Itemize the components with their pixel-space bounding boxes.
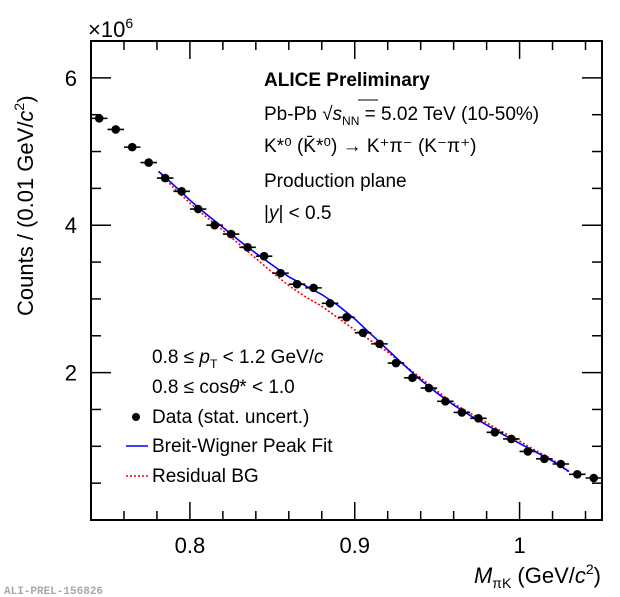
data-point-marker [292, 279, 302, 289]
data-point-marker [556, 459, 566, 469]
data-point-marker [94, 114, 104, 123]
y-tick-label: 2 [65, 361, 77, 386]
data-point [371, 339, 388, 349]
legend-label-fit: Breit-Wigner Peak Fit [152, 436, 333, 457]
data-point [140, 158, 157, 167]
data-point [123, 142, 141, 152]
data-point [173, 187, 190, 196]
data-point-marker [457, 408, 467, 417]
data-point [189, 204, 207, 214]
data-point-marker [193, 204, 203, 214]
x-tick-label: 0.8 [175, 533, 206, 558]
data-point [338, 313, 355, 322]
data-point [239, 243, 256, 252]
data-point-marker [441, 397, 450, 406]
data-point [486, 428, 504, 437]
data-point [420, 383, 438, 393]
data-point-marker [523, 447, 533, 456]
legend-label-data: Data (stat. uncert.) [152, 407, 309, 428]
data-points-series [91, 114, 602, 483]
data-point-marker [276, 268, 285, 278]
data-point-marker [160, 173, 170, 183]
data-point [321, 299, 339, 308]
data-point [404, 373, 421, 383]
data-point [536, 454, 553, 464]
data-point-marker [358, 328, 368, 338]
data-point [91, 114, 108, 123]
y-tick-label: 4 [65, 213, 77, 238]
data-point [305, 283, 322, 293]
data-point-marker [309, 283, 318, 293]
data-point-marker [490, 428, 500, 437]
y-tick-label: 6 [65, 66, 77, 91]
data-point-marker [111, 125, 121, 134]
data-point-marker [424, 383, 434, 393]
x-axis-label: MπK (GeV/c2) [474, 561, 601, 591]
data-point-marker [210, 220, 219, 230]
data-point-marker [177, 187, 186, 196]
data-point-marker [540, 454, 549, 464]
data-point [156, 173, 174, 183]
y-multiplier: ×106 [88, 15, 133, 42]
data-point-marker [144, 158, 153, 167]
x-tick-label: 0.9 [339, 533, 370, 558]
plot-frame [90, 40, 603, 521]
data-point [585, 473, 602, 483]
data-point-marker [243, 243, 252, 252]
data-point-marker [474, 414, 483, 423]
pt-cut-label: 0.8 ≤ pT < 1.2 GeV/c [152, 347, 324, 371]
footer-id: ALI-PREL-156826 [4, 586, 103, 597]
rapidity-label: |y| < 0.5 [264, 203, 331, 224]
data-point-marker [507, 434, 516, 444]
experiment-label: ALICE Preliminary [264, 70, 430, 91]
data-point [288, 279, 306, 289]
cos-cut-label: 0.8 ≤ cosθ* < 1.0 [152, 377, 295, 398]
x-tick-label: 1 [513, 533, 525, 558]
data-point [437, 397, 454, 406]
data-point [453, 408, 471, 417]
data-point-marker [226, 229, 236, 239]
data-point-marker [589, 473, 599, 483]
data-point [107, 125, 124, 134]
data-point [503, 434, 520, 444]
data-point-marker [375, 339, 384, 349]
legend-label-bg: Residual BG [152, 466, 259, 487]
data-point [272, 268, 289, 278]
data-point [354, 328, 372, 338]
system-label: Pb-Pb √sNN = 5.02 TeV (10-50%) [264, 104, 539, 128]
data-point-marker [572, 470, 582, 479]
data-point-marker [391, 358, 401, 368]
data-point [222, 229, 240, 239]
data-point [552, 459, 570, 469]
data-point [519, 447, 537, 456]
minor-ticks [90, 40, 602, 520]
data-point [255, 251, 273, 261]
decay-label: K*⁰ (K̄*⁰) → K⁺π⁻ (K⁻π⁺) [264, 136, 476, 157]
data-point [206, 220, 223, 230]
legend: Data (stat. uncert.) Breit-Wigner Peak F… [126, 407, 333, 487]
legend-marker-data [132, 413, 140, 421]
data-point-marker [325, 299, 335, 308]
major-ticks [91, 41, 602, 520]
y-tick-labels: 2 4 6 [65, 66, 77, 386]
data-point-marker [342, 313, 351, 322]
plane-label: Production plane [264, 171, 407, 192]
data-point-marker [127, 142, 137, 152]
data-point [569, 470, 586, 479]
data-point [470, 414, 487, 423]
data-point-marker [408, 373, 417, 383]
data-point [387, 358, 405, 368]
data-point-marker [259, 251, 269, 261]
y-axis-label: Counts / (0.01 GeV/c2) [11, 95, 38, 316]
x-tick-labels: 0.8 0.9 1 [175, 533, 526, 558]
